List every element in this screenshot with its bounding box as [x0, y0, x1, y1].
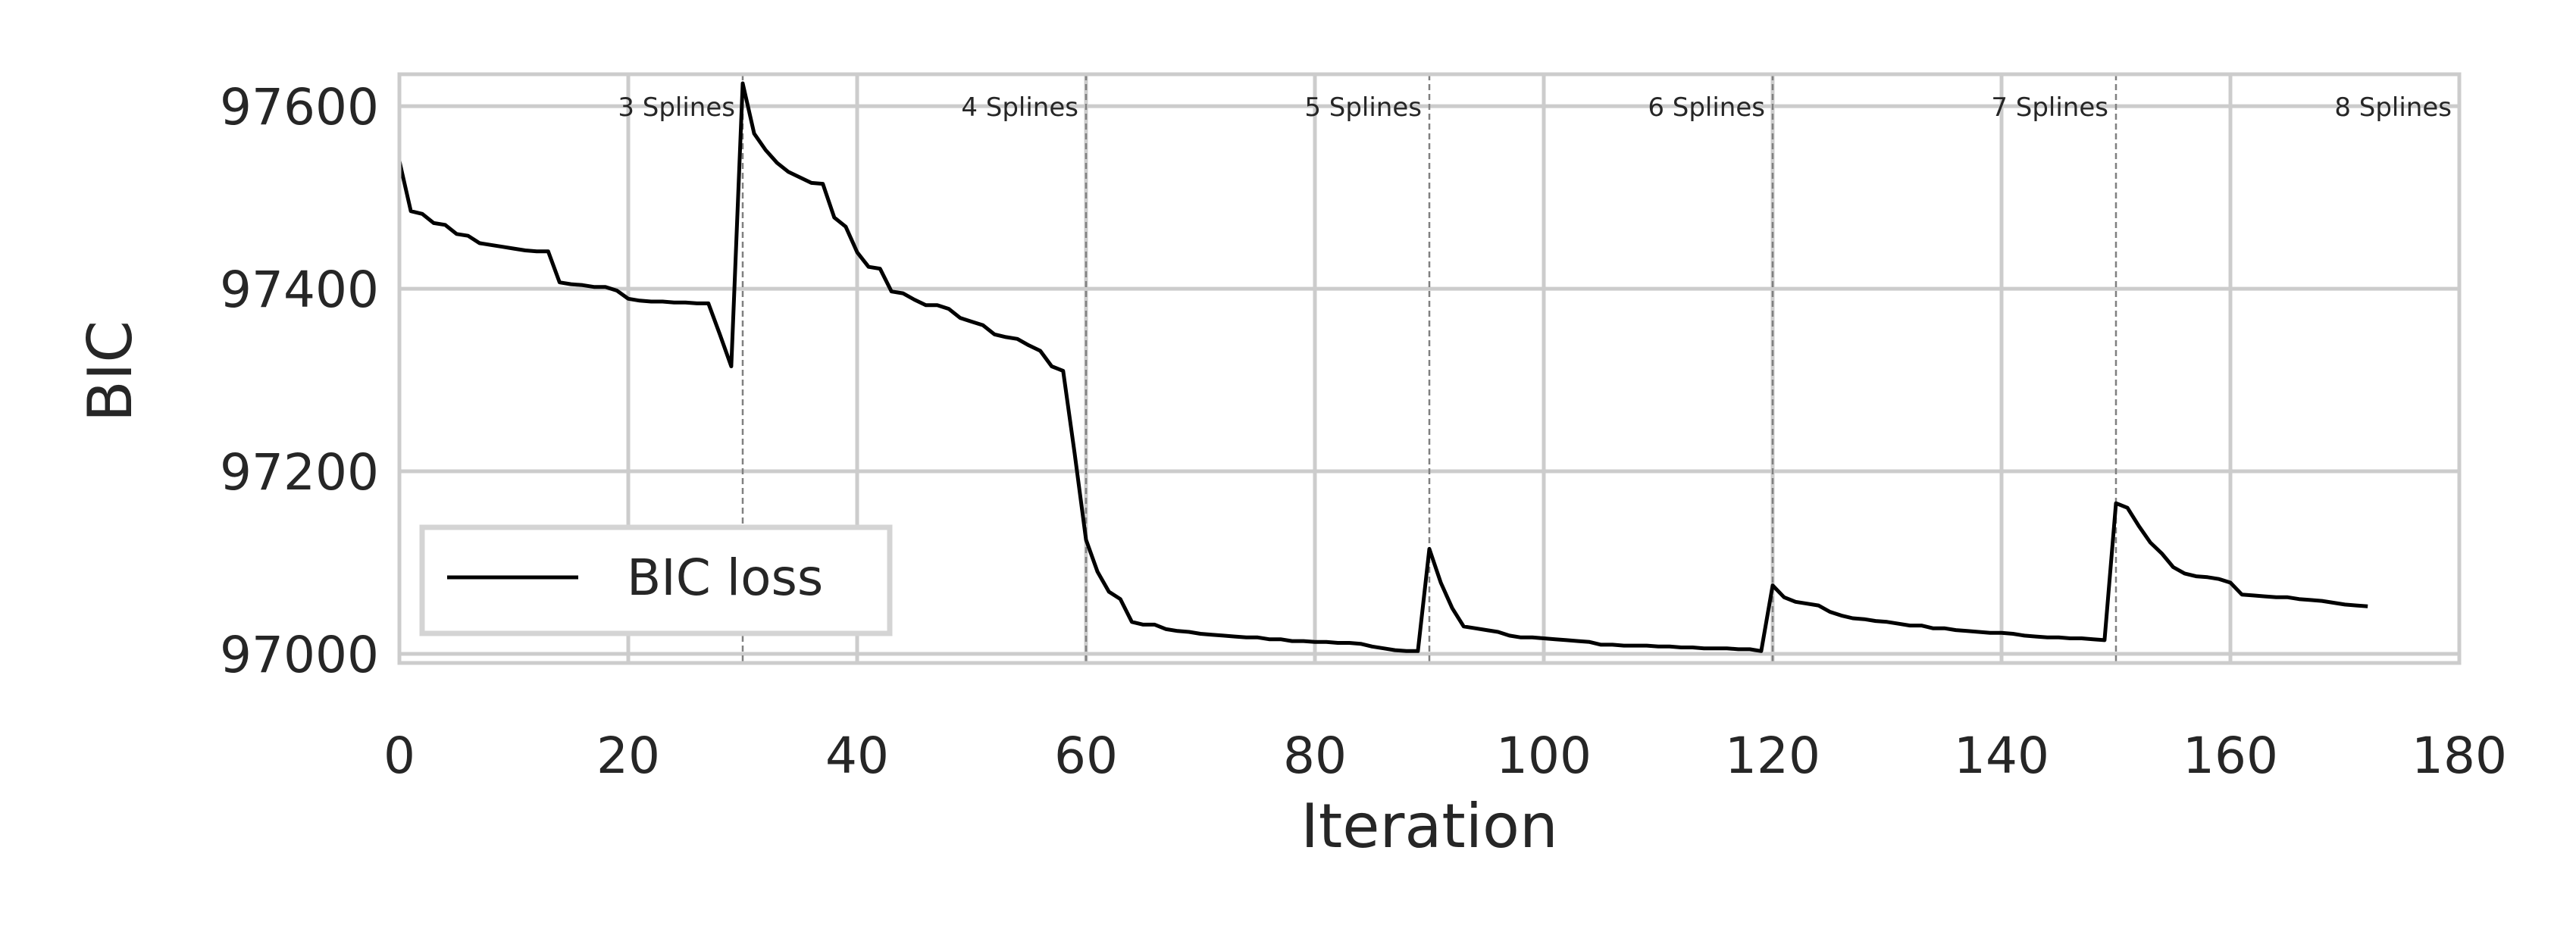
spline-annotation: 5 Splines — [1304, 92, 1422, 123]
legend-box — [419, 524, 893, 636]
x-tick-label: 120 — [1725, 727, 1820, 785]
x-tick-labels: 0 20 40 60 80 100 120 140 160 180 — [383, 727, 2507, 785]
x-tick-label: 60 — [1054, 727, 1118, 785]
series-line-bic-loss — [397, 81, 2368, 653]
y-axis-label: BIC — [75, 320, 146, 422]
y-tick-label: 97400 — [220, 261, 379, 319]
spline-annotation: 4 Splines — [961, 92, 1078, 123]
legend: BIC loss — [419, 524, 893, 636]
y-tick-label: 97600 — [220, 78, 379, 136]
x-tick-label: 180 — [2412, 727, 2507, 785]
spline-annotation: 3 Splines — [618, 92, 735, 123]
x-tick-label: 20 — [596, 727, 660, 785]
spline-annotation: 6 Splines — [1648, 92, 1765, 123]
y-tick-label: 97200 — [220, 443, 379, 502]
x-tick-label: 80 — [1283, 727, 1347, 785]
spline-annotation: 7 Splines — [1991, 92, 2108, 123]
legend-label: BIC loss — [627, 549, 823, 607]
spline-annotations: 3 Splines 4 Splines 5 Splines 6 Splines 7 Sp… — [618, 92, 2452, 123]
x-tick-label: 140 — [1954, 727, 2049, 785]
plot-frame — [397, 72, 2462, 665]
x-axis-label: Iteration — [1301, 791, 1557, 861]
series-layer — [397, 81, 2368, 653]
x-tick-label: 40 — [825, 727, 889, 785]
spline-annotation: 8 Splines — [2334, 92, 2452, 123]
x-tick-label: 100 — [1496, 727, 1592, 785]
x-tick-label: 160 — [2183, 727, 2278, 785]
y-tick-labels: 97000 97200 97400 97600 — [220, 78, 379, 684]
y-tick-label: 97000 — [220, 626, 379, 684]
stage-lines — [741, 74, 2117, 663]
x-tick-label: 0 — [383, 727, 415, 785]
